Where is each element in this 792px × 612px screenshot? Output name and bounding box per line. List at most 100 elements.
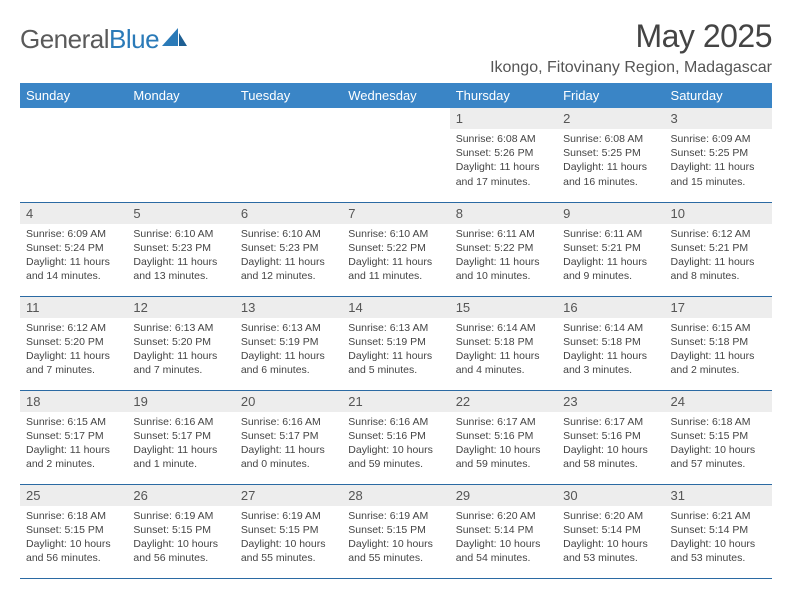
calendar-day-cell: 15Sunrise: 6:14 AMSunset: 5:18 PMDayligh… — [450, 296, 557, 390]
calendar-day-cell: 10Sunrise: 6:12 AMSunset: 5:21 PMDayligh… — [665, 202, 772, 296]
day-details: Sunrise: 6:16 AMSunset: 5:17 PMDaylight:… — [235, 412, 342, 474]
day-number: 8 — [450, 203, 557, 224]
calendar-day-cell: 28Sunrise: 6:19 AMSunset: 5:15 PMDayligh… — [342, 484, 449, 578]
day-number: 26 — [127, 485, 234, 506]
day-header: Saturday — [665, 83, 772, 108]
calendar-day-cell: 21Sunrise: 6:16 AMSunset: 5:16 PMDayligh… — [342, 390, 449, 484]
sunset-text: Sunset: 5:19 PM — [241, 335, 336, 349]
calendar-day-cell: 30Sunrise: 6:20 AMSunset: 5:14 PMDayligh… — [557, 484, 664, 578]
sunrise-text: Sunrise: 6:19 AM — [348, 509, 443, 523]
sunrise-text: Sunrise: 6:12 AM — [671, 227, 766, 241]
calendar-day-cell: 6Sunrise: 6:10 AMSunset: 5:23 PMDaylight… — [235, 202, 342, 296]
day-header: Thursday — [450, 83, 557, 108]
daylight-text: Daylight: 10 hours and 55 minutes. — [348, 537, 443, 565]
calendar-day-cell: 22Sunrise: 6:17 AMSunset: 5:16 PMDayligh… — [450, 390, 557, 484]
daylight-text: Daylight: 11 hours and 8 minutes. — [671, 255, 766, 283]
calendar-day-cell: 20Sunrise: 6:16 AMSunset: 5:17 PMDayligh… — [235, 390, 342, 484]
day-header: Wednesday — [342, 83, 449, 108]
sunrise-text: Sunrise: 6:10 AM — [348, 227, 443, 241]
day-number: 6 — [235, 203, 342, 224]
day-number: 16 — [557, 297, 664, 318]
day-details: Sunrise: 6:13 AMSunset: 5:19 PMDaylight:… — [235, 318, 342, 380]
sunset-text: Sunset: 5:15 PM — [26, 523, 121, 537]
daylight-text: Daylight: 10 hours and 59 minutes. — [456, 443, 551, 471]
day-number: 5 — [127, 203, 234, 224]
sunrise-text: Sunrise: 6:18 AM — [26, 509, 121, 523]
sunrise-text: Sunrise: 6:14 AM — [563, 321, 658, 335]
daylight-text: Daylight: 11 hours and 3 minutes. — [563, 349, 658, 377]
sunrise-text: Sunrise: 6:12 AM — [26, 321, 121, 335]
sunset-text: Sunset: 5:26 PM — [456, 146, 551, 160]
calendar-day-cell — [342, 108, 449, 202]
sunset-text: Sunset: 5:21 PM — [563, 241, 658, 255]
daylight-text: Daylight: 11 hours and 13 minutes. — [133, 255, 228, 283]
calendar-day-cell: 1Sunrise: 6:08 AMSunset: 5:26 PMDaylight… — [450, 108, 557, 202]
daylight-text: Daylight: 10 hours and 59 minutes. — [348, 443, 443, 471]
day-number: 22 — [450, 391, 557, 412]
calendar-day-cell: 13Sunrise: 6:13 AMSunset: 5:19 PMDayligh… — [235, 296, 342, 390]
day-number: 9 — [557, 203, 664, 224]
calendar-day-cell: 5Sunrise: 6:10 AMSunset: 5:23 PMDaylight… — [127, 202, 234, 296]
day-number: 17 — [665, 297, 772, 318]
sunrise-text: Sunrise: 6:15 AM — [26, 415, 121, 429]
day-number: 24 — [665, 391, 772, 412]
day-number: 7 — [342, 203, 449, 224]
sunset-text: Sunset: 5:14 PM — [671, 523, 766, 537]
day-details: Sunrise: 6:09 AMSunset: 5:24 PMDaylight:… — [20, 224, 127, 286]
calendar-day-cell: 3Sunrise: 6:09 AMSunset: 5:25 PMDaylight… — [665, 108, 772, 202]
daylight-text: Daylight: 10 hours and 53 minutes. — [671, 537, 766, 565]
day-details: Sunrise: 6:16 AMSunset: 5:16 PMDaylight:… — [342, 412, 449, 474]
day-number: 28 — [342, 485, 449, 506]
day-number: 23 — [557, 391, 664, 412]
day-number: 3 — [665, 108, 772, 129]
calendar-day-cell — [20, 108, 127, 202]
day-details: Sunrise: 6:17 AMSunset: 5:16 PMDaylight:… — [450, 412, 557, 474]
calendar-day-cell: 17Sunrise: 6:15 AMSunset: 5:18 PMDayligh… — [665, 296, 772, 390]
daylight-text: Daylight: 10 hours and 56 minutes. — [26, 537, 121, 565]
day-header: Tuesday — [235, 83, 342, 108]
sunset-text: Sunset: 5:21 PM — [671, 241, 766, 255]
sunrise-text: Sunrise: 6:16 AM — [133, 415, 228, 429]
day-details: Sunrise: 6:10 AMSunset: 5:22 PMDaylight:… — [342, 224, 449, 286]
daylight-text: Daylight: 11 hours and 10 minutes. — [456, 255, 551, 283]
daylight-text: Daylight: 11 hours and 17 minutes. — [456, 160, 551, 188]
sunset-text: Sunset: 5:14 PM — [563, 523, 658, 537]
sunrise-text: Sunrise: 6:19 AM — [133, 509, 228, 523]
day-details: Sunrise: 6:17 AMSunset: 5:16 PMDaylight:… — [557, 412, 664, 474]
day-details: Sunrise: 6:19 AMSunset: 5:15 PMDaylight:… — [127, 506, 234, 568]
calendar-week-row: 25Sunrise: 6:18 AMSunset: 5:15 PMDayligh… — [20, 484, 772, 578]
sunset-text: Sunset: 5:15 PM — [671, 429, 766, 443]
daylight-text: Daylight: 11 hours and 9 minutes. — [563, 255, 658, 283]
daylight-text: Daylight: 11 hours and 16 minutes. — [563, 160, 658, 188]
sunrise-text: Sunrise: 6:09 AM — [26, 227, 121, 241]
sunset-text: Sunset: 5:16 PM — [456, 429, 551, 443]
calendar-day-cell: 19Sunrise: 6:16 AMSunset: 5:17 PMDayligh… — [127, 390, 234, 484]
calendar-week-row: 1Sunrise: 6:08 AMSunset: 5:26 PMDaylight… — [20, 108, 772, 202]
sunset-text: Sunset: 5:24 PM — [26, 241, 121, 255]
sunset-text: Sunset: 5:17 PM — [241, 429, 336, 443]
brand-blue: Blue — [109, 24, 159, 54]
day-number: 12 — [127, 297, 234, 318]
day-number: 15 — [450, 297, 557, 318]
calendar-day-cell: 7Sunrise: 6:10 AMSunset: 5:22 PMDaylight… — [342, 202, 449, 296]
sunset-text: Sunset: 5:16 PM — [563, 429, 658, 443]
day-number: 11 — [20, 297, 127, 318]
calendar-body: 1Sunrise: 6:08 AMSunset: 5:26 PMDaylight… — [20, 108, 772, 578]
daylight-text: Daylight: 11 hours and 2 minutes. — [26, 443, 121, 471]
day-details: Sunrise: 6:20 AMSunset: 5:14 PMDaylight:… — [450, 506, 557, 568]
day-number: 19 — [127, 391, 234, 412]
calendar-day-cell: 26Sunrise: 6:19 AMSunset: 5:15 PMDayligh… — [127, 484, 234, 578]
daylight-text: Daylight: 10 hours and 55 minutes. — [241, 537, 336, 565]
day-details: Sunrise: 6:19 AMSunset: 5:15 PMDaylight:… — [235, 506, 342, 568]
daylight-text: Daylight: 11 hours and 12 minutes. — [241, 255, 336, 283]
daylight-text: Daylight: 11 hours and 6 minutes. — [241, 349, 336, 377]
day-details: Sunrise: 6:08 AMSunset: 5:26 PMDaylight:… — [450, 129, 557, 191]
day-details: Sunrise: 6:18 AMSunset: 5:15 PMDaylight:… — [20, 506, 127, 568]
sunrise-text: Sunrise: 6:17 AM — [456, 415, 551, 429]
daylight-text: Daylight: 11 hours and 4 minutes. — [456, 349, 551, 377]
calendar-day-cell: 29Sunrise: 6:20 AMSunset: 5:14 PMDayligh… — [450, 484, 557, 578]
calendar-page: GeneralBlue May 2025 Ikongo, Fitovinany … — [0, 0, 792, 579]
day-number: 4 — [20, 203, 127, 224]
day-details: Sunrise: 6:11 AMSunset: 5:22 PMDaylight:… — [450, 224, 557, 286]
sunset-text: Sunset: 5:25 PM — [671, 146, 766, 160]
